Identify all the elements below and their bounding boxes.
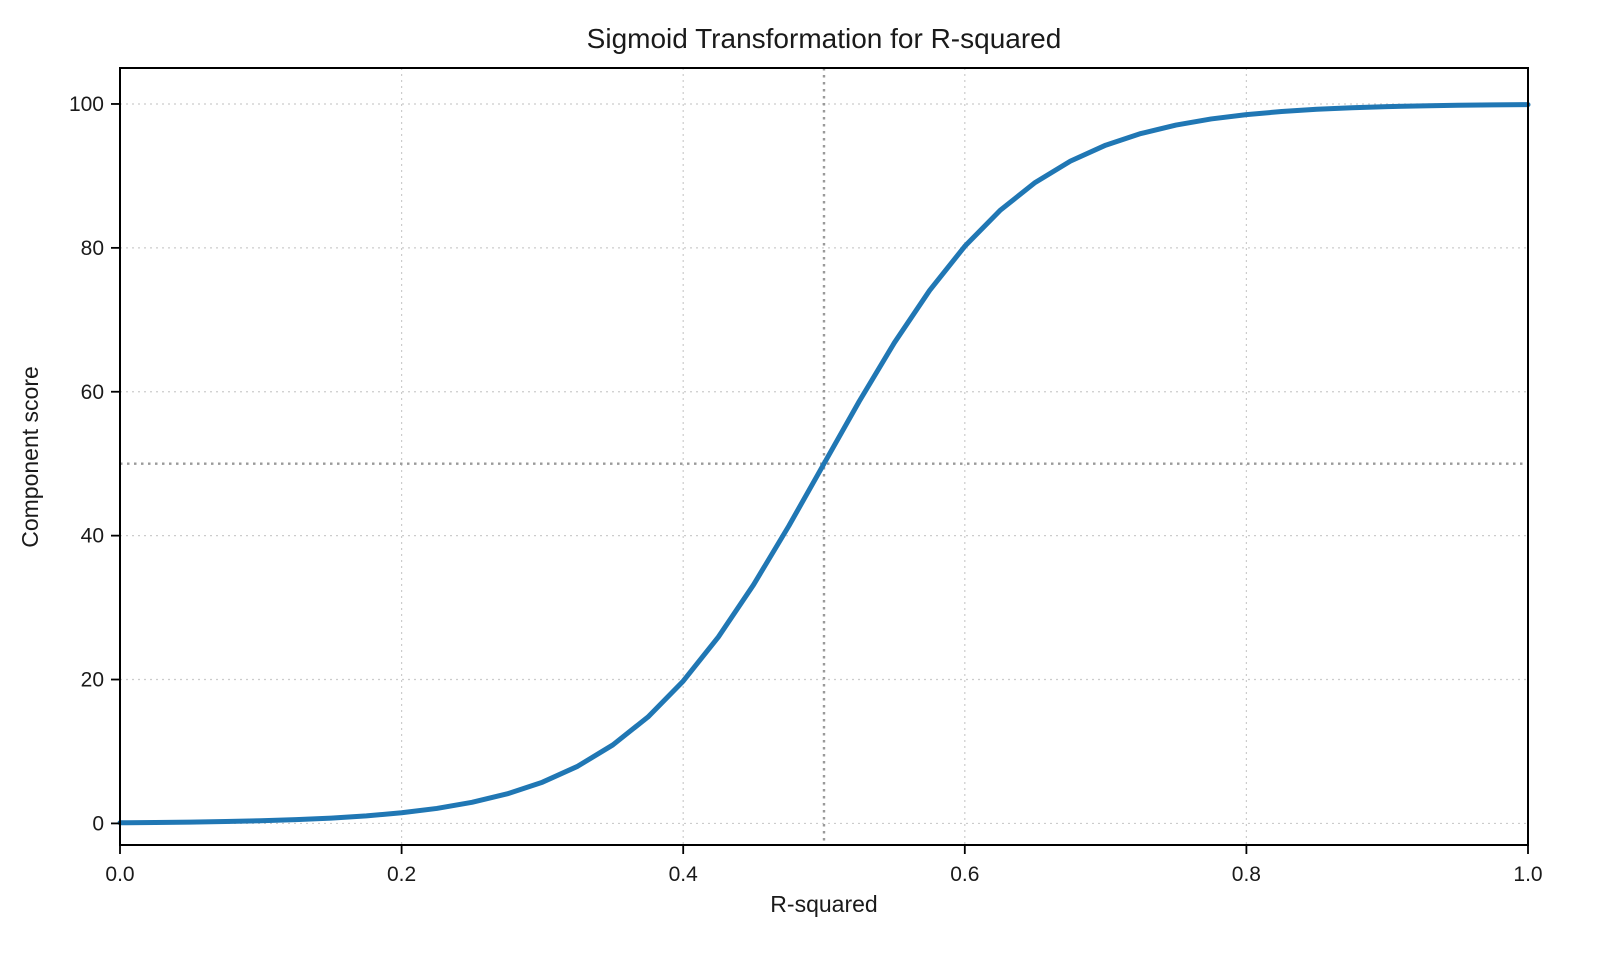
chart-title: Sigmoid Transformation for R-squared bbox=[587, 23, 1062, 54]
y-tick-label: 40 bbox=[81, 525, 104, 548]
x-tick-label: 0.8 bbox=[1232, 863, 1261, 886]
reference-lines-layer bbox=[120, 68, 1528, 845]
y-tick-label: 0 bbox=[92, 812, 104, 835]
x-tick-label: 0.6 bbox=[950, 863, 979, 886]
series-layer bbox=[117, 102, 1531, 826]
x-tick-label: 0.4 bbox=[669, 863, 699, 886]
x-axis-label: R-squared bbox=[770, 891, 877, 917]
x-tick-label: 0.0 bbox=[105, 863, 134, 886]
y-tick-label: 100 bbox=[69, 93, 104, 116]
y-tick-label: 80 bbox=[81, 237, 104, 260]
plot-border bbox=[119, 67, 1529, 846]
y-tick-label: 20 bbox=[81, 669, 104, 692]
x-tick-label: 1.0 bbox=[1513, 863, 1542, 886]
y-tick-label: 60 bbox=[81, 381, 104, 404]
y-axis-label: Component score bbox=[17, 366, 43, 548]
sigmoid-curve bbox=[117, 102, 1531, 826]
tick-layer: 0.0 0.2 0.4 0.6 0.8 1.0 0 20 40 60 80 100 bbox=[69, 93, 1543, 886]
axes-layer bbox=[119, 67, 1529, 846]
x-tick-label: 0.2 bbox=[387, 863, 416, 886]
